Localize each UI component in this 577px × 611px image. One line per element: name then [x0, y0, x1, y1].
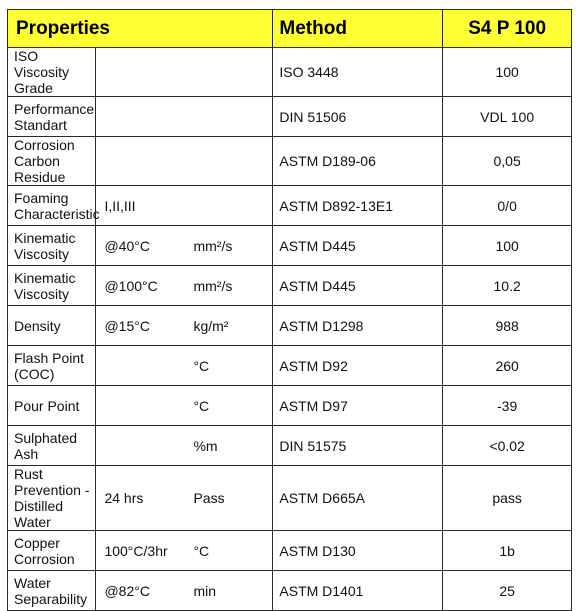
test-method: ASTM D445 [272, 265, 444, 306]
condition-unit-cell: @82°C min [95, 570, 274, 611]
condition-unit-group: @40°C mm²/s [96, 238, 272, 254]
header-product: S4 P 100 [442, 9, 572, 48]
unit: °C [193, 357, 210, 374]
test-method: ASTM D665A [272, 465, 444, 531]
property-name: Density [6, 305, 97, 346]
test-condition: I,II,III [104, 197, 136, 214]
property-name: Kinematic Viscosity [6, 225, 97, 266]
product-value: 260 [442, 345, 572, 386]
table-row: Foaming Characteristic I,II,III ASTM D892-… [6, 185, 572, 226]
product-value: 0,05 [442, 136, 572, 186]
product-value: -39 [442, 385, 572, 426]
condition-unit-group: °C [96, 398, 272, 414]
unit: min [193, 582, 217, 599]
test-method: ASTM D1298 [272, 305, 444, 346]
test-method: ASTM D445 [272, 225, 444, 266]
product-value: VDL 100 [442, 96, 572, 137]
unit: kg/m² [193, 317, 229, 334]
condition-unit-group: 100°C/3hr °C [96, 543, 272, 559]
table-row: Corrosion Carbon Residue ASTM D189-06 0,05 [6, 136, 572, 186]
property-name: Performance Standart [6, 96, 97, 137]
condition-unit-cell: °C [95, 345, 274, 386]
table-row: Rust Prevention - Distilled Water 24 hrs P… [6, 465, 572, 531]
condition-unit-cell [95, 136, 274, 186]
table-row: Water Separability @82°C min ASTM D1401 25 [6, 570, 572, 611]
condition-unit-group: @100°C mm²/s [96, 278, 272, 294]
table-row: Flash Point (COC) °C ASTM D92 260 [6, 345, 572, 386]
property-name: Kinematic Viscosity [6, 265, 97, 306]
test-method: ASTM D892-13E1 [272, 185, 444, 226]
product-value: 10.2 [442, 265, 572, 306]
header-properties: Properties [6, 9, 274, 48]
unit: mm²/s [193, 277, 233, 294]
test-method: ISO 3448 [272, 47, 444, 97]
product-value: <0.02 [442, 425, 572, 466]
condition-unit-cell [95, 96, 274, 137]
properties-table: Properties Method S4 P 100 ISO Viscosity… [6, 9, 572, 611]
product-value: 25 [442, 570, 572, 611]
unit: °C [193, 397, 210, 414]
test-method: ASTM D92 [272, 345, 444, 386]
test-method: ASTM D1401 [272, 570, 444, 611]
table-row: Density @15°C kg/m² ASTM D1298 988 [6, 305, 572, 346]
unit: %m [193, 437, 218, 454]
test-method: ASTM D130 [272, 530, 444, 571]
condition-unit-cell: @15°C kg/m² [95, 305, 274, 346]
property-name: Rust Prevention - Distilled Water [6, 465, 97, 531]
condition-unit-group: @82°C min [96, 583, 272, 599]
test-method: DIN 51506 [272, 96, 444, 137]
condition-unit-cell: °C [95, 385, 274, 426]
property-name: Foaming Characteristic [6, 185, 100, 226]
property-name: Corrosion Carbon Residue [6, 136, 97, 186]
condition-unit-cell: 100°C/3hr °C [95, 530, 274, 571]
test-condition: @100°C [104, 277, 158, 294]
table-row: Sulphated Ash %m DIN 51575 <0.02 [6, 425, 572, 466]
property-name: Sulphated Ash [6, 425, 97, 466]
condition-unit-cell: @100°C mm²/s [95, 265, 274, 306]
table-row: ISO Viscosity Grade ISO 3448 100 [6, 47, 572, 97]
condition-unit-cell: 24 hrs Pass [95, 465, 274, 531]
product-value: pass [442, 465, 572, 531]
test-condition: @82°C [104, 582, 150, 599]
product-value: 988 [442, 305, 572, 346]
property-name: ISO Viscosity Grade [6, 47, 97, 97]
condition-unit-cell: @40°C mm²/s [95, 225, 274, 266]
table-row: Copper Corrosion 100°C/3hr °C ASTM D130 1b [6, 530, 572, 571]
condition-unit-cell: %m [95, 425, 274, 466]
test-condition: @15°C [104, 317, 150, 334]
condition-unit-group: 24 hrs Pass [96, 490, 272, 506]
product-value: 0/0 [442, 185, 572, 226]
unit: Pass [193, 490, 225, 506]
test-method: ASTM D97 [272, 385, 444, 426]
unit: °C [193, 542, 210, 559]
condition-unit-group: °C [96, 358, 272, 374]
table-row: Kinematic Viscosity @100°C mm²/s ASTM D445 1… [6, 265, 572, 306]
condition-unit-group: %m [96, 438, 272, 454]
test-condition: @40°C [104, 237, 150, 254]
properties-table-wrapper: Properties Method S4 P 100 ISO Viscosity… [6, 9, 572, 611]
table-row: Kinematic Viscosity @40°C mm²/s ASTM D445 10… [6, 225, 572, 266]
test-method: ASTM D189-06 [272, 136, 444, 186]
test-condition: 100°C/3hr [104, 542, 168, 559]
test-condition: 24 hrs [104, 490, 144, 506]
product-value: 100 [442, 47, 572, 97]
table-row: Pour Point °C ASTM D97 -39 [6, 385, 572, 426]
property-name: Flash Point (COC) [6, 345, 97, 386]
product-value: 100 [442, 225, 572, 266]
property-name: Water Separability [6, 570, 97, 611]
condition-unit-group: @15°C kg/m² [96, 318, 272, 334]
condition-unit-group: I,II,III [96, 198, 272, 214]
product-value: 1b [442, 530, 572, 571]
header-method: Method [272, 9, 444, 48]
table-header-row: Properties Method S4 P 100 [6, 9, 572, 48]
table-row: Performance Standart DIN 51506 VDL 100 [6, 96, 572, 137]
condition-unit-cell: I,II,III [95, 185, 274, 226]
test-method: DIN 51575 [272, 425, 444, 466]
condition-unit-cell [95, 47, 274, 97]
property-name: Pour Point [6, 385, 97, 426]
property-name: Copper Corrosion [6, 530, 97, 571]
unit: mm²/s [193, 237, 233, 254]
